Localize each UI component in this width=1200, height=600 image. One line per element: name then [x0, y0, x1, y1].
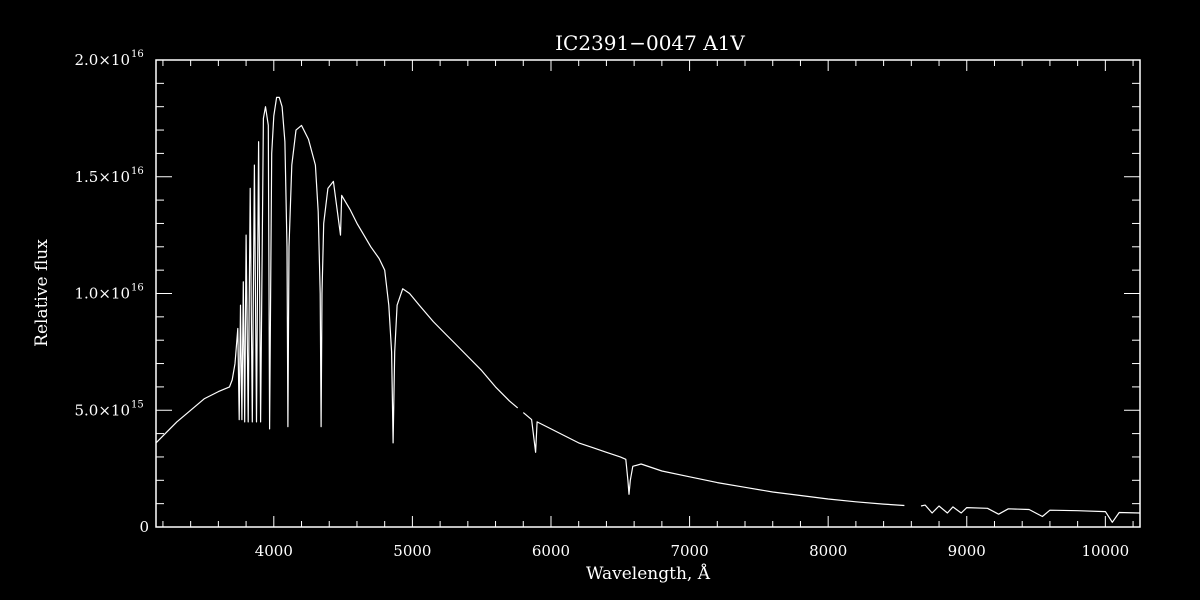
y-tick-label: 0 [139, 518, 149, 536]
x-tick-label: 6000 [532, 542, 570, 560]
x-tick-label: 5000 [393, 542, 431, 560]
y-tick-label: 1.0×10 [74, 285, 130, 303]
spectrum-line-segment [155, 96, 519, 444]
chart-title: IC2391−0047 A1V [555, 31, 745, 55]
spectrum-line-segment [522, 412, 905, 507]
spectrum-series [155, 96, 1141, 523]
y-tick-label: 2.0×10 [74, 51, 130, 69]
y-tick-labels: 05.0×10 151.0×10 161.5×10 162.0×10 16 [74, 49, 149, 536]
y-tick-label: 5.0×10 [74, 401, 130, 419]
spectrum-line-segment [920, 504, 1141, 523]
y-tick-exponent: 16 [131, 166, 144, 177]
y-tick-label: 1.5×10 [74, 168, 130, 186]
x-axis-label: Wavelength, Å [586, 563, 711, 584]
y-tick-exponent: 15 [131, 399, 144, 410]
x-tick-label: 9000 [948, 542, 986, 560]
x-tick-label: 8000 [809, 542, 847, 560]
x-tick-label: 10000 [1081, 542, 1129, 560]
y-tick-exponent: 16 [131, 283, 144, 294]
y-tick-exponent: 16 [131, 49, 144, 60]
y-axis-label: Relative flux [32, 239, 52, 347]
axis-ticks [156, 59, 1140, 528]
x-tick-labels: 4000 5000 6000 7000 8000 9000 10000 [255, 542, 1130, 560]
x-tick-label: 4000 [255, 542, 293, 560]
x-tick-label: 7000 [670, 542, 708, 560]
